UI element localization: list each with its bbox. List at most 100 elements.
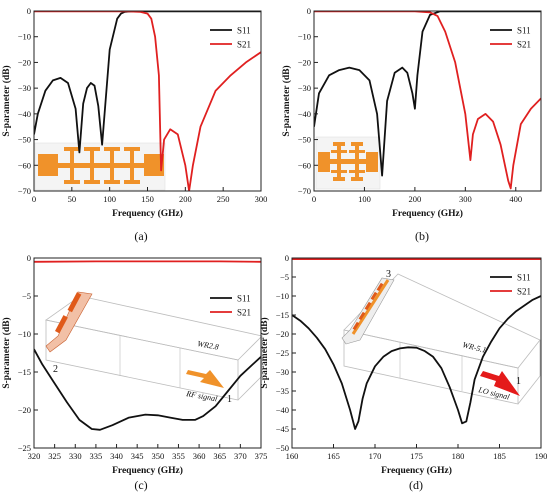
plot-frame [33, 257, 262, 449]
x-tick-label: 300 [459, 194, 472, 204]
x-tick-label: 0 [32, 194, 36, 204]
y-tick-label: −10 [276, 291, 289, 301]
y-tick-label: −10 [18, 329, 31, 339]
y-tick-label: −20 [276, 329, 289, 339]
y-axis-label: S-parameter (dB) [1, 317, 12, 388]
x-axis-label: Frequency (GHz) [381, 465, 452, 476]
x-tick-label: 365 [213, 451, 226, 461]
x-tick-label: 335 [90, 451, 103, 461]
y-tick-label: −5 [22, 291, 31, 301]
x-tick-label: 375 [255, 451, 268, 461]
x-tick-label: 0 [312, 194, 316, 204]
y-tick-label: −40 [18, 109, 31, 119]
x-tick-label: 165 [327, 451, 340, 461]
y-tick-label: −60 [18, 160, 31, 170]
x-tick-label: 100 [358, 194, 371, 204]
x-tick-label: 325 [48, 451, 61, 461]
rf-signal-arrow [186, 370, 224, 388]
x-tick-label: 330 [69, 451, 82, 461]
x-tick-label: 345 [131, 451, 144, 461]
y-tick-label: −50 [276, 443, 289, 453]
legend-label-s11: S11 [237, 26, 251, 36]
x-tick-label: 100 [103, 194, 116, 204]
legend-label-s11: S11 [237, 294, 251, 304]
panel-label: (c) [134, 478, 147, 492]
x-tick-label: 175 [410, 451, 423, 461]
series-s11 [292, 295, 541, 430]
signal-label: RF signal [185, 389, 219, 404]
series-s11 [34, 348, 261, 431]
x-tick-label: 320 [28, 451, 41, 461]
waveguide-label: WR2.8 [197, 339, 220, 352]
x-tick-label: 200 [179, 194, 192, 204]
panel-b: 0 100 200 300 400 0 −10 −20 −30 −40 −50 −60 −70 Frequ… [281, 6, 542, 243]
panel-label: (b) [415, 229, 429, 243]
plot-frame [291, 257, 542, 449]
y-tick-label: −50 [298, 135, 311, 145]
y-tick-label: −5 [280, 272, 289, 282]
y-tick-label: −20 [298, 57, 311, 67]
x-tick-label: 350 [151, 451, 164, 461]
y-tick-label: −15 [276, 310, 289, 320]
x-tick-label: 355 [172, 451, 185, 461]
waveguide-label: WR-5.1 [462, 340, 488, 355]
x-tick-label: 150 [141, 194, 154, 204]
x-tick-label: 170 [369, 451, 382, 461]
legend-label-s11: S11 [517, 273, 531, 283]
x-tick-label: 160 [286, 451, 299, 461]
legend-label-s21: S21 [517, 40, 531, 50]
series-s11 [314, 11, 541, 177]
x-axis-label: Frequency (GHz) [112, 465, 183, 476]
y-tick-label: −30 [276, 367, 289, 377]
y-tick-label: −30 [298, 83, 311, 93]
y-tick-label: −20 [18, 57, 31, 67]
x-tick-label: 300 [255, 194, 268, 204]
x-tick-label: 180 [452, 451, 465, 461]
y-tick-label: −60 [298, 160, 311, 170]
port-2-label: 2 [53, 364, 58, 375]
y-tick-label: 0 [27, 6, 31, 16]
y-tick-label: −35 [276, 386, 289, 396]
plot-frame [313, 10, 542, 192]
filter-layout-inset [315, 136, 381, 190]
x-tick-label: 340 [110, 451, 123, 461]
x-axis-label: Frequency (GHz) [112, 208, 183, 219]
y-tick-label: −70 [18, 186, 31, 196]
x-axis-label: Frequency (GHz) [392, 208, 463, 219]
legend-label-s11: S11 [517, 26, 531, 36]
y-tick-label: 0 [27, 253, 31, 263]
lo-signal-arrow [480, 371, 520, 396]
y-axis-label: S-parameter (dB) [1, 65, 12, 136]
y-tick-label: −10 [18, 32, 31, 42]
panel-label: (a) [134, 229, 147, 243]
series-s21 [314, 11, 541, 190]
x-tick-label: 370 [234, 451, 247, 461]
y-axis-label: S-parameter (dB) [259, 317, 270, 388]
x-tick-label: 360 [193, 451, 206, 461]
y-tick-label: −15 [18, 367, 31, 377]
panel-c: WR2.8 RF signal 1 2 320 325 330 335 340 345 350 355… [1, 253, 267, 492]
port-1-label: 1 [227, 394, 232, 405]
y-tick-label: 0 [285, 253, 289, 263]
panel-label: (d) [409, 478, 423, 492]
y-tick-label: −30 [18, 83, 31, 93]
series-s11 [34, 11, 261, 154]
x-tick-label: 200 [409, 194, 422, 204]
panel-a: 0 50 100 150 200 250 300 0 −10 −20 −30 −40 −50 −60 −70… [1, 6, 267, 243]
y-axis-label: S-parameter (dB) [281, 65, 292, 136]
legend-label-s21: S21 [237, 308, 251, 318]
y-tick-label: −70 [298, 186, 311, 196]
port-3-label: 3 [386, 269, 391, 280]
y-tick-label: −40 [298, 109, 311, 119]
legend-label-s21: S21 [237, 40, 251, 50]
filter-layout-inset [34, 142, 166, 191]
y-tick-label: −40 [276, 405, 289, 415]
y-tick-label: −20 [18, 405, 31, 415]
y-tick-label: −25 [18, 443, 31, 453]
y-tick-label: −50 [18, 135, 31, 145]
y-tick-label: −25 [276, 348, 289, 358]
port-1-label: 1 [516, 376, 521, 387]
